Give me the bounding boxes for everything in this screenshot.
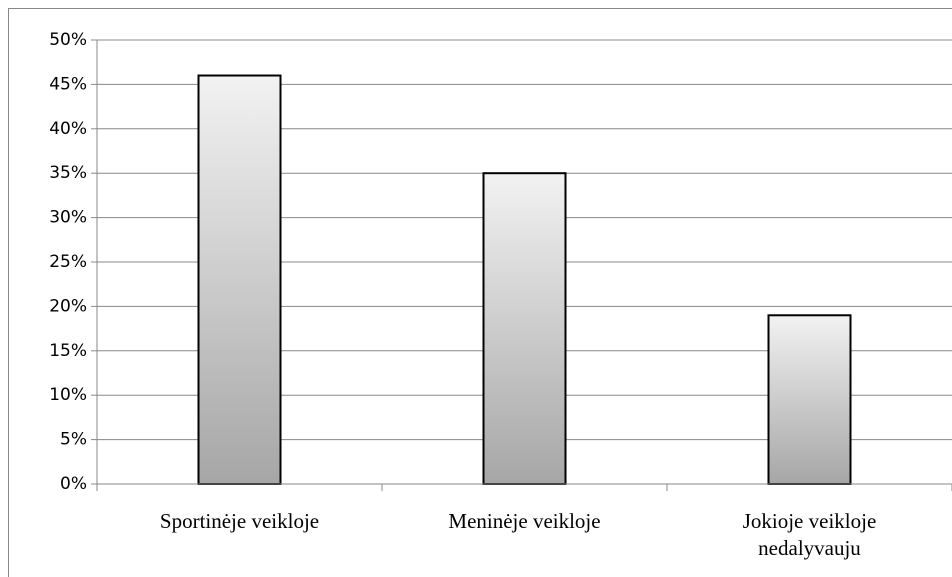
y-tick-label: 5% <box>60 430 87 450</box>
bar <box>197 74 282 486</box>
y-tick-label: 20% <box>49 296 87 316</box>
y-tick-label: 50% <box>49 30 87 50</box>
x-tick-label: Jokioje veikloje nedalyvauju <box>742 509 877 560</box>
x-tick-label: Meninėje veikloje <box>448 509 601 533</box>
y-tick-label: 35% <box>49 163 87 183</box>
y-tick-label: 0% <box>60 474 87 494</box>
y-tick-label: 30% <box>49 208 87 228</box>
y-tick-label: 45% <box>49 74 87 94</box>
y-tick-label: 25% <box>49 252 87 272</box>
y-tick-label: 15% <box>49 341 87 361</box>
x-tick-label: Sportinėje veikloje <box>159 509 320 533</box>
bar <box>767 314 852 485</box>
chart-border <box>8 8 952 577</box>
y-tick-label: 10% <box>49 385 87 405</box>
bar <box>482 172 567 485</box>
y-tick-label: 40% <box>49 119 87 139</box>
